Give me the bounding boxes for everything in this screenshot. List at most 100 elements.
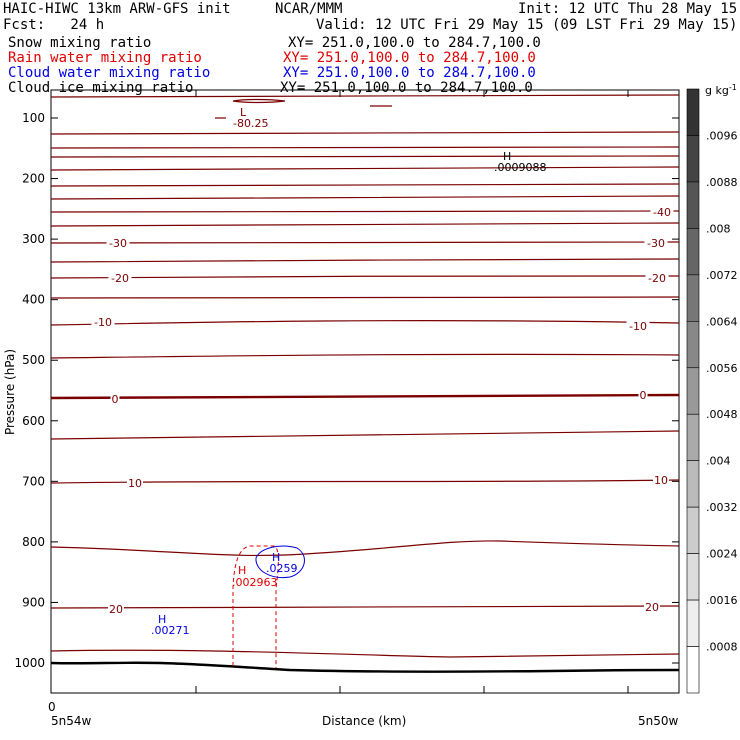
extremum-value: .00271 [151, 624, 190, 637]
contour-label-bg [653, 474, 669, 485]
extremum-value: .0009088 [494, 161, 547, 174]
colorbar-labels: .0096 .0088 .008 .0072 .0064 .0056 .0048 .004 .0… [706, 129, 738, 653]
field-xy-cloud-ice: XY= 251.0,100.0 to 284.7,100.0 [280, 80, 533, 96]
temperature-contour [50, 649, 680, 658]
colorbar [686, 88, 700, 694]
temperature-contour-labels: -40 -30 -30 -20 -20 -10 -10 0 0 10 10 20 20 [91, 206, 674, 616]
colorbar-band [686, 460, 700, 508]
contour-label-bg [644, 601, 660, 612]
colorbar-label: .0096 [706, 129, 738, 142]
extremum-letter: H [158, 613, 166, 626]
extremum-letter: H [503, 150, 511, 163]
temperature-contour [50, 166, 680, 171]
temperature-contour [50, 131, 680, 135]
colorbar-label: .0056 [706, 362, 738, 375]
colorbar-label: .0048 [706, 408, 738, 421]
temperature-contour [50, 258, 680, 263]
colorbar-label: .0024 [706, 548, 738, 561]
colorbar-label: .0032 [706, 501, 738, 514]
temperature-contour [50, 195, 680, 200]
x-axis-left-endpoint: 5n54w [51, 714, 92, 728]
colorbar-band [686, 135, 700, 183]
y-tick-label: 300 [22, 232, 45, 246]
colorbar-unit: g kg-1 [705, 83, 737, 97]
extremum-letter: H [272, 551, 280, 564]
temperature-contour-label: -40 [653, 206, 671, 219]
temperature-contour-label: -30 [109, 237, 127, 250]
temperature-contour-label: -20 [111, 272, 129, 285]
field-name-rain: Rain water mixing ratio [8, 50, 202, 66]
temperature-contour [50, 94, 680, 98]
field-name-cloud-ice: Cloud ice mixing ratio [8, 80, 194, 96]
colorbar-label: .008 [706, 222, 731, 235]
temperature-contour [50, 540, 680, 557]
colorbar-label: .0064 [706, 315, 738, 328]
contour-label-bg [644, 237, 668, 248]
colorbar-band [686, 321, 700, 369]
field-name-cloud-water: Cloud water mixing ratio [8, 65, 211, 81]
temperature-contour [50, 605, 680, 609]
temperature-contour-label: 20 [109, 603, 123, 616]
temperature-contour-label: -10 [94, 316, 112, 329]
colorbar-band [686, 506, 700, 554]
colorbar-label: .0072 [706, 269, 738, 282]
temperature-contour-label: 10 [654, 474, 668, 487]
temperature-contour [50, 222, 680, 227]
y-axis-tick-labels: 100 200 300 400 500 600 700 800 900 1000 [14, 111, 45, 670]
forecast-hour: Fcst: 24 h [3, 17, 105, 33]
y-axis-title: Pressure (hPa) [3, 349, 17, 435]
contour-label-bg [110, 393, 120, 404]
contour-label-bg [626, 320, 650, 331]
y-tick-label: 1000 [14, 656, 45, 670]
extremum-value: .0259 [266, 562, 298, 575]
colorbar-label: .0016 [706, 594, 738, 607]
temperature-contour-label: 10 [128, 477, 142, 490]
extremum-letter: H [238, 564, 246, 577]
colorbar-label: .004 [706, 455, 731, 468]
contour-label-bg [106, 237, 130, 248]
y-tick-label: 600 [22, 414, 45, 428]
plot-title: HAIC-HIWC 13km ARW-GFS init [3, 1, 231, 17]
plot-frame [50, 89, 680, 694]
x-tick-label-zero: 0 [48, 700, 56, 714]
y-tick-label: 200 [22, 172, 45, 186]
temperature-contour-label: 20 [645, 601, 659, 614]
y-axis-ticks [51, 117, 679, 664]
temperature-contour [50, 320, 680, 326]
temperature-contour [50, 393, 680, 400]
y-tick-label: 700 [22, 474, 45, 488]
colorbar-band [686, 599, 700, 647]
colorbar-label: .0008 [706, 641, 738, 654]
temperature-contour-label: 0 [112, 393, 119, 406]
colorbar-band [686, 646, 700, 694]
contour-label-bg [638, 389, 648, 400]
extremum-value: -80.25 [233, 117, 268, 130]
temperature-contour [50, 353, 680, 359]
field-name-snow: Snow mixing ratio [8, 35, 152, 51]
contour-label-bg [91, 316, 115, 327]
y-tick-label: 800 [22, 535, 45, 549]
temperature-contour-label: 0 [640, 389, 647, 402]
temperature-contour [50, 479, 680, 484]
init-time: Init: 12 UTC Thu 28 May 15 [518, 1, 738, 17]
temperature-contours [50, 94, 680, 658]
temperature-contour [50, 210, 680, 213]
temperature-contour-label: -10 [629, 320, 647, 333]
colorbar-band [686, 413, 700, 461]
temperature-contour-label: -20 [648, 272, 666, 285]
y-tick-label: 900 [22, 595, 45, 609]
y-tick-label: 100 [22, 111, 45, 125]
colorbar-band [686, 274, 700, 322]
terrain-surface-line [50, 661, 680, 673]
x-axis-right-endpoint: 5n50w [638, 714, 679, 728]
rain-water-contour [232, 545, 279, 668]
contour-label-bg [127, 477, 143, 488]
y-tick-label: 400 [22, 293, 45, 307]
contour-label-bg [645, 272, 669, 283]
temperature-contour [50, 146, 680, 149]
colorbar-band [686, 228, 700, 276]
temperature-contour [50, 241, 680, 244]
plot-organization: NCAR/MMM [275, 1, 343, 17]
